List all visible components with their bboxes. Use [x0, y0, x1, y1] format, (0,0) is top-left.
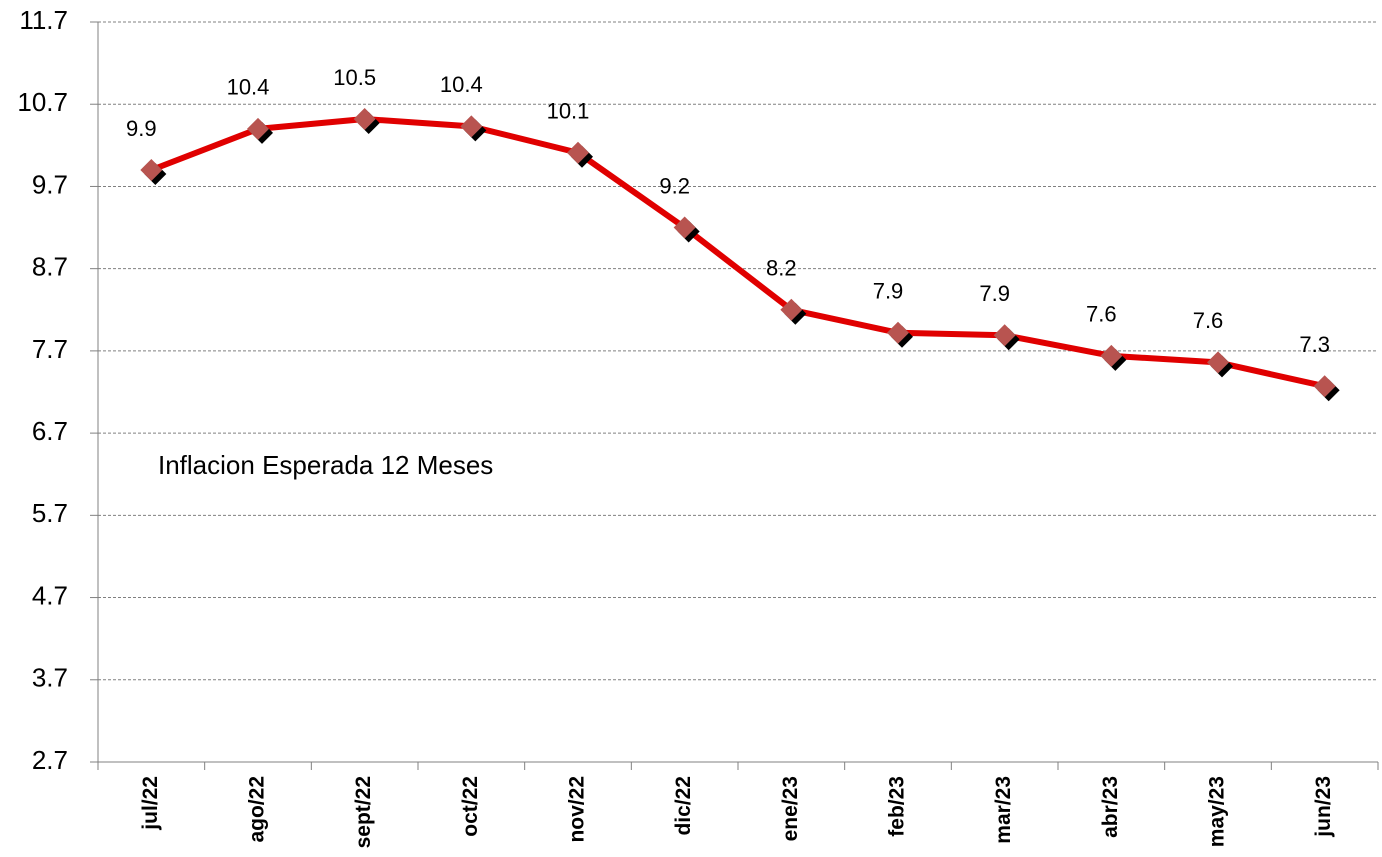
data-label: 7.9 — [979, 281, 1010, 306]
marker — [1207, 351, 1229, 374]
x-tick-label: jul/22 — [139, 776, 162, 831]
data-label: 7.9 — [873, 279, 904, 304]
data-label: 10.5 — [333, 65, 376, 90]
y-tick-label: 3.7 — [32, 663, 68, 693]
data-label: 7.3 — [1299, 332, 1330, 357]
y-tick-label: 7.7 — [32, 334, 68, 364]
x-tick-label: dic/22 — [672, 776, 695, 836]
x-tick-label: ene/23 — [779, 776, 802, 841]
y-tick-label: 6.7 — [32, 416, 68, 446]
x-tick-label: oct/22 — [459, 776, 482, 837]
series-line — [150, 116, 1326, 390]
y-tick-label: 4.7 — [32, 580, 68, 610]
data-label: 7.6 — [1193, 308, 1224, 333]
marker — [1100, 344, 1123, 367]
data-label: 10.4 — [227, 75, 270, 100]
x-tick-label: mar/23 — [992, 776, 1015, 844]
x-tick-label: ago/22 — [246, 776, 269, 843]
x-tick-label: sept/22 — [352, 776, 375, 848]
x-tick-label: may/23 — [1206, 776, 1229, 847]
marker — [140, 159, 163, 181]
marker — [780, 298, 803, 321]
x-tick-label: feb/23 — [886, 776, 909, 837]
y-tick-label: 11.7 — [19, 5, 68, 35]
data-label: 10.4 — [440, 72, 483, 97]
x-tick-label: jun/23 — [1312, 776, 1335, 838]
data-label: 9.2 — [659, 173, 690, 198]
data-label: 7.6 — [1086, 302, 1117, 327]
y-tick-label: 2.7 — [32, 745, 68, 775]
data-label: 8.2 — [766, 256, 797, 281]
marker — [460, 115, 483, 138]
y-tick-label: 9.7 — [32, 169, 68, 199]
marker — [567, 141, 589, 164]
marker — [673, 216, 696, 239]
y-tick-label: 10.7 — [17, 87, 68, 117]
x-tick-label: abr/23 — [1099, 776, 1122, 838]
y-tick-label: 5.7 — [32, 498, 68, 528]
series-label: Inflacion Esperada 12 Meses — [158, 450, 493, 480]
marker — [993, 324, 1016, 347]
marker — [1313, 375, 1336, 398]
marker — [887, 321, 909, 344]
marker — [353, 108, 376, 131]
x-tick-label: nov/22 — [566, 776, 589, 843]
data-label: 9.9 — [126, 116, 157, 141]
marker — [247, 117, 269, 140]
y-tick-label: 8.7 — [32, 252, 68, 282]
data-label: 10.1 — [547, 99, 590, 124]
